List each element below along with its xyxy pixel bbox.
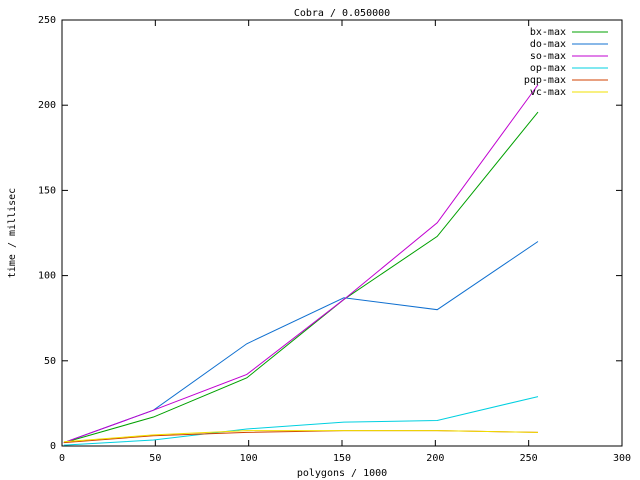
series-line: [63, 84, 539, 444]
legend-label: bx-max: [530, 27, 566, 38]
series-line: [63, 111, 539, 444]
legend-label: op-max: [530, 63, 566, 74]
x-tick-label: 300: [613, 453, 631, 464]
y-tick-label: 150: [38, 185, 56, 196]
x-tick-label: 100: [240, 453, 258, 464]
y-tick-label: 0: [50, 441, 56, 452]
legend-label: pqp-max: [524, 75, 566, 86]
y-axis-label: time / millisec: [7, 188, 18, 278]
y-tick-label: 200: [38, 100, 56, 111]
x-tick-label: 150: [333, 453, 351, 464]
y-tick-label: 250: [38, 15, 56, 26]
legend-label: vc-max: [530, 87, 566, 98]
legend-label: so-max: [530, 51, 566, 62]
legend-label: do-max: [530, 39, 566, 50]
y-tick-label: 50: [44, 356, 56, 367]
x-axis-label: polygons / 1000: [297, 468, 387, 479]
x-tick-label: 50: [149, 453, 161, 464]
x-tick-label: 0: [59, 453, 65, 464]
series-line: [63, 396, 539, 446]
series-line: [63, 430, 539, 443]
series-line: [63, 241, 539, 444]
x-tick-label: 200: [426, 453, 444, 464]
chart-title: Cobra / 0.050000: [294, 8, 390, 19]
y-tick-label: 100: [38, 271, 56, 282]
x-tick-label: 250: [520, 453, 538, 464]
